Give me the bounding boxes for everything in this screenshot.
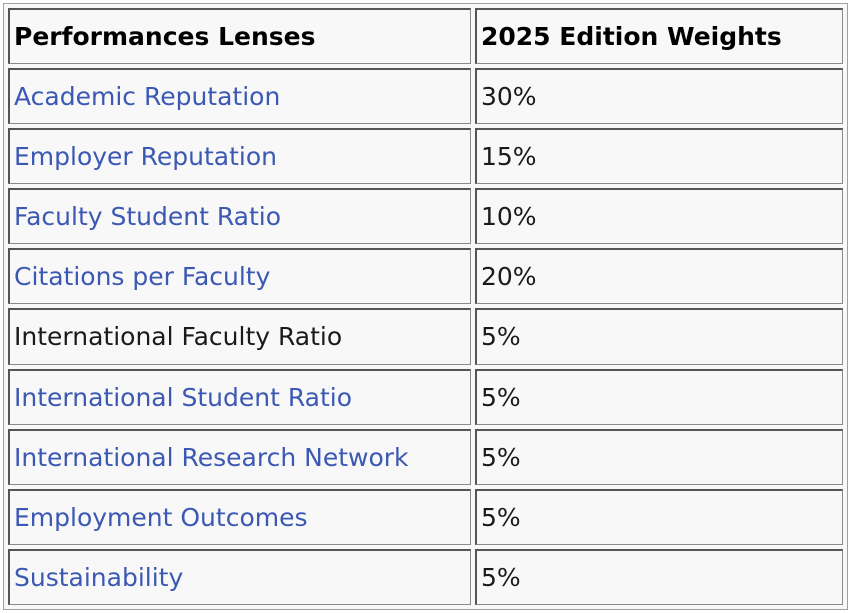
table-row: Faculty Student Ratio 10%: [8, 188, 843, 245]
lens-faculty-student-ratio-link[interactable]: Faculty Student Ratio: [8, 188, 471, 245]
lens-international-student-ratio-link[interactable]: International Student Ratio: [8, 368, 471, 425]
weight-cell: 5%: [475, 308, 843, 365]
weights-table: Performances Lenses 2025 Edition Weights…: [4, 4, 847, 609]
table-row: Employer Reputation 15%: [8, 128, 843, 185]
table-row: International Research Network 5%: [8, 428, 843, 485]
lens-citations-per-faculty-link[interactable]: Citations per Faculty: [8, 248, 471, 305]
weight-cell: 20%: [475, 248, 843, 305]
table-header-row: Performances Lenses 2025 Edition Weights: [8, 8, 843, 64]
weight-cell: 30%: [475, 68, 843, 125]
weight-cell: 5%: [475, 368, 843, 425]
lens-employment-outcomes-link[interactable]: Employment Outcomes: [8, 488, 471, 545]
table-row: International Student Ratio 5%: [8, 368, 843, 425]
header-edition-weights: 2025 Edition Weights: [475, 8, 843, 64]
table-row: Sustainability 5%: [8, 548, 843, 605]
lens-academic-reputation-link[interactable]: Academic Reputation: [8, 68, 471, 125]
weight-cell: 5%: [475, 488, 843, 545]
table-row: International Faculty Ratio 5%: [8, 308, 843, 365]
lens-international-research-network-link[interactable]: International Research Network: [8, 428, 471, 485]
weight-cell: 15%: [475, 128, 843, 185]
weight-cell: 5%: [475, 428, 843, 485]
table-row: Academic Reputation 30%: [8, 68, 843, 125]
lens-international-faculty-ratio: International Faculty Ratio: [8, 308, 471, 365]
lens-employer-reputation-link[interactable]: Employer Reputation: [8, 128, 471, 185]
table-row: Citations per Faculty 20%: [8, 248, 843, 305]
header-performance-lenses: Performances Lenses: [8, 8, 471, 64]
weight-cell: 5%: [475, 548, 843, 605]
weight-cell: 10%: [475, 188, 843, 245]
weights-table-container: Performances Lenses 2025 Edition Weights…: [3, 3, 848, 610]
lens-sustainability-link[interactable]: Sustainability: [8, 548, 471, 605]
table-row: Employment Outcomes 5%: [8, 488, 843, 545]
